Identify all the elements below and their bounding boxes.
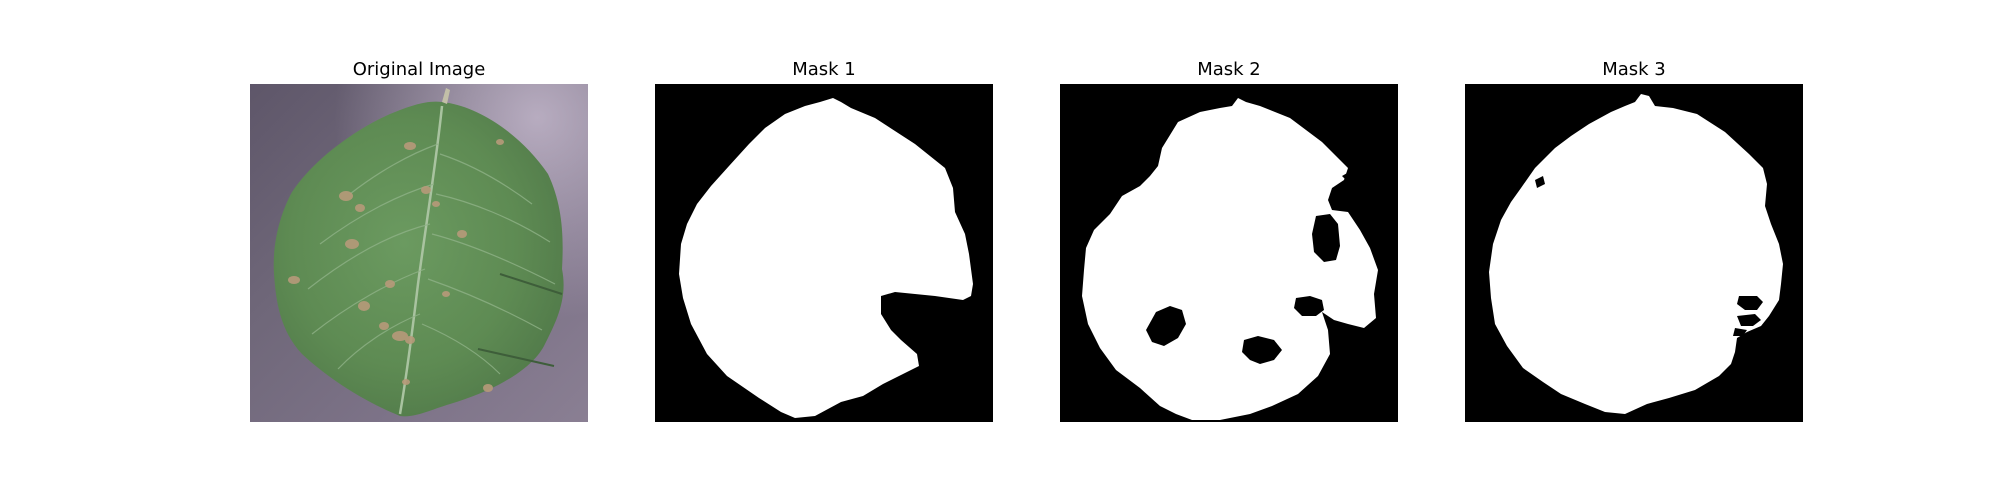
original-image-panel: Original Image bbox=[250, 0, 588, 500]
original-image-title: Original Image bbox=[352, 59, 486, 80]
mask-3-panel: Mask 3 bbox=[1465, 0, 1803, 500]
mask-1-panel: Mask 1 bbox=[655, 0, 993, 500]
mask-2-title: Mask 2 bbox=[1197, 59, 1261, 80]
mask-1-title: Mask 1 bbox=[792, 59, 856, 80]
mask-3-title: Mask 3 bbox=[1602, 59, 1666, 80]
mask-2-image bbox=[1060, 84, 1398, 422]
mask-1-image bbox=[655, 84, 993, 422]
original-leaf-image bbox=[250, 84, 588, 422]
mask-2-panel: Mask 2 bbox=[1060, 0, 1398, 500]
mask-3-image bbox=[1465, 84, 1803, 422]
